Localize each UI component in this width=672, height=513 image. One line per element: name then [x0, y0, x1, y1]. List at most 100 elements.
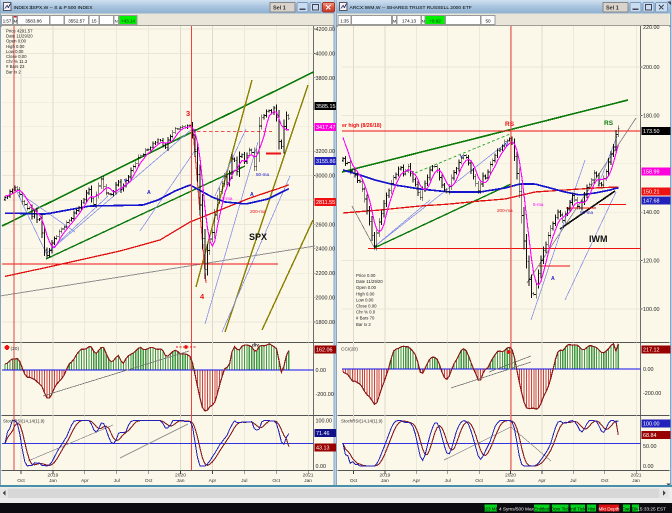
svg-text:Date 11/29/20: Date 11/29/20 [6, 34, 33, 39]
svg-text:3000.00: 3000.00 [316, 173, 336, 179]
svg-text:div: div [252, 343, 259, 349]
svg-text:Jul: Jul [445, 478, 451, 484]
svg-text:217.12: 217.12 [643, 348, 660, 354]
svg-text:Chr % 11.3: Chr % 11.3 [6, 59, 28, 64]
svg-text:# Bars 70: # Bars 70 [356, 316, 375, 321]
svg-text:Jan: Jan [49, 478, 57, 484]
svg-text:Oct: Oct [145, 478, 153, 484]
svg-text:SPX: SPX [249, 232, 267, 242]
svg-text:0.00: 0.00 [316, 464, 327, 470]
svg-text:Oct: Oct [272, 478, 280, 484]
svg-text:N: N [115, 19, 118, 24]
svg-text:Intl Tick: Intl Tick [570, 506, 586, 511]
svg-text:Oct: Oct [17, 478, 25, 484]
svg-text:158.99: 158.99 [643, 170, 660, 176]
svg-text:2811.55: 2811.55 [316, 200, 335, 206]
svg-text:3583.86: 3583.86 [25, 19, 42, 24]
svg-text:150.21: 150.21 [643, 190, 660, 196]
svg-text:DM: DM [632, 506, 639, 511]
svg-text:N: N [422, 19, 425, 24]
svg-text:Dom Tick: Dom Tick [551, 506, 571, 511]
svg-text:Bar Ix 2: Bar Ix 2 [356, 322, 371, 327]
svg-text:Sel 1: Sel 1 [606, 6, 619, 12]
svg-text:Jul: Jul [114, 478, 120, 484]
svg-text:173.50: 173.50 [643, 129, 660, 135]
svg-text:200-ma: 200-ma [250, 209, 266, 214]
svg-text:5-ma: 5-ma [533, 202, 544, 207]
svg-text:2021: 2021 [631, 473, 642, 479]
svg-text:4200.00: 4200.00 [316, 27, 336, 33]
svg-text:StochRSI(14,14(1),9): StochRSI(14,14(1),9) [3, 419, 45, 424]
svg-text:RS: RS [505, 121, 515, 128]
svg-text:4 Syms/500 Max: 4 Syms/500 Max [499, 506, 535, 511]
svg-text:323 MB: 323 MB [483, 506, 499, 511]
svg-text:Open 0.00: Open 0.00 [6, 39, 27, 44]
svg-text:43.13: 43.13 [316, 446, 330, 452]
svg-text:50-ma: 50-ma [580, 210, 593, 215]
svg-text:3: 3 [186, 109, 190, 118]
svg-text:180.00: 180.00 [643, 113, 660, 119]
svg-text:2600.00: 2600.00 [316, 222, 336, 228]
svg-text:3417.47: 3417.47 [316, 125, 336, 131]
svg-text:5-ma: 5-ma [222, 196, 233, 201]
svg-text:Jan: Jan [507, 478, 515, 484]
svg-text:15: 15 [91, 19, 97, 24]
svg-text:Apr: Apr [412, 478, 420, 484]
svg-text:+43.14: +43.14 [121, 19, 136, 24]
svg-text:Date 11/29/20: Date 11/29/20 [356, 279, 383, 284]
svg-text:50.00: 50.00 [643, 444, 657, 450]
svg-text:Close 0.00: Close 0.00 [356, 304, 377, 309]
svg-text:High 0.00: High 0.00 [6, 44, 25, 49]
svg-text:2020: 2020 [505, 473, 516, 479]
svg-text:Close 0.00: Close 0.00 [6, 54, 27, 59]
svg-text:M: M [393, 19, 396, 24]
svg-text:v: v [460, 154, 463, 160]
svg-text:Apr: Apr [81, 478, 89, 484]
svg-text:1800.00: 1800.00 [316, 320, 336, 326]
svg-text:+0.92: +0.92 [429, 19, 441, 24]
svg-text:A: A [250, 192, 254, 198]
svg-text:71.46: 71.46 [316, 431, 330, 437]
svg-text:Price 4291.57: Price 4291.57 [6, 29, 33, 34]
svg-text:Jan: Jan [177, 478, 185, 484]
svg-text:Jul: Jul [241, 478, 247, 484]
svg-text:Mkt Depth: Mkt Depth [599, 506, 620, 511]
svg-text:147.68: 147.68 [643, 199, 660, 205]
svg-text:4: 4 [200, 292, 205, 301]
svg-text:200-ma: 200-ma [497, 208, 513, 213]
svg-text:220.00: 220.00 [643, 25, 660, 31]
svg-text:2400.00: 2400.00 [316, 247, 336, 253]
svg-text:15:33:25 EST: 15:33:25 EST [637, 506, 666, 511]
svg-text:v: v [505, 142, 508, 148]
svg-text:A: A [551, 276, 555, 282]
svg-text:IWM: IWM [589, 234, 608, 244]
svg-text:200.00: 200.00 [643, 65, 660, 71]
svg-text:3155.86: 3155.86 [316, 159, 336, 165]
svg-text:Hist: Hist [588, 506, 597, 511]
svg-text:2200.00: 2200.00 [316, 271, 336, 277]
svg-text:2020: 2020 [175, 473, 186, 479]
svg-text:4000.00: 4000.00 [316, 51, 336, 57]
svg-text:Open 0.00: Open 0.00 [356, 285, 377, 290]
svg-text:Jan: Jan [632, 478, 640, 484]
svg-text:2019: 2019 [47, 473, 58, 479]
svg-text:50: 50 [485, 19, 491, 24]
svg-text:M: M [14, 19, 17, 24]
svg-text:Apr: Apr [209, 478, 217, 484]
svg-text:Low 0.00: Low 0.00 [356, 297, 374, 302]
svg-text:2021: 2021 [303, 473, 314, 479]
svg-text:120.00: 120.00 [643, 259, 660, 265]
svg-text:2000.00: 2000.00 [316, 296, 336, 302]
svg-text:Jan: Jan [304, 478, 312, 484]
svg-text:0.00: 0.00 [643, 367, 654, 373]
svg-text:A: A [147, 190, 151, 196]
svg-text:Low 0.00: Low 0.00 [6, 49, 24, 54]
svg-text:CCI(20): CCI(20) [341, 347, 358, 353]
svg-text:0.00: 0.00 [316, 368, 327, 374]
svg-text:174.13: 174.13 [402, 19, 416, 24]
svg-text:Oct: Oct [601, 478, 609, 484]
svg-text:Fwd: Fwd [622, 506, 631, 511]
svg-text:Sel 1: Sel 1 [273, 6, 286, 12]
svg-text:Oct: Oct [475, 478, 483, 484]
svg-text:Oct: Oct [350, 478, 358, 484]
